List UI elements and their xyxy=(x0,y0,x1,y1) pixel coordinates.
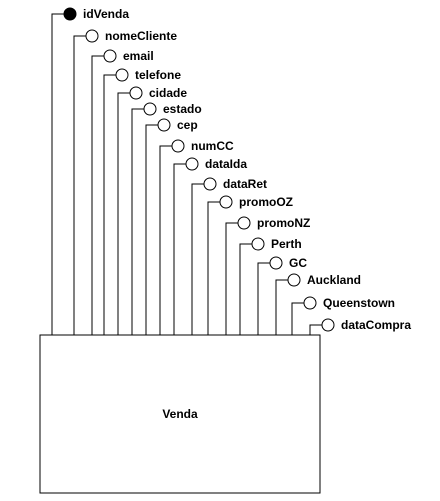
attribute-label-promo-oz: promoOZ xyxy=(239,195,293,209)
attribute-marker-cidade xyxy=(129,86,143,100)
attribute-label-id-venda: idVenda xyxy=(83,7,129,21)
attribute-label-gc: GC xyxy=(289,256,307,270)
attribute-marker-data-compra xyxy=(321,318,335,332)
attribute-label-cidade: cidade xyxy=(149,86,187,100)
attribute-marker-estado xyxy=(143,102,157,116)
connector-telefone xyxy=(103,74,116,335)
attribute-label-auckland: Auckland xyxy=(307,273,361,287)
attribute-label-data-compra: dataCompra xyxy=(341,318,411,332)
attribute-marker-cep xyxy=(157,118,171,132)
attribute-label-data-ida: dataIda xyxy=(205,157,247,171)
key-attribute-marker-id-venda xyxy=(63,7,77,21)
connector-email xyxy=(91,55,104,335)
entity-name: Venda xyxy=(162,407,198,421)
attribute-label-queenstown: Queenstown xyxy=(323,296,395,310)
connector-data-compra xyxy=(309,324,322,335)
connector-cep xyxy=(145,124,158,335)
connector-num-cc xyxy=(159,145,172,335)
connector-estado xyxy=(131,108,144,335)
connector-auckland xyxy=(275,279,288,335)
entity-box xyxy=(39,334,321,494)
attribute-label-num-cc: numCC xyxy=(191,139,234,153)
connector-promo-oz xyxy=(207,201,220,335)
connector-queenstown xyxy=(291,302,304,335)
connector-nome-cliente xyxy=(73,35,86,335)
attribute-label-cep: cep xyxy=(177,118,198,132)
attribute-marker-num-cc xyxy=(171,139,185,153)
attribute-marker-auckland xyxy=(287,273,301,287)
connector-gc xyxy=(257,262,270,335)
connector-cidade xyxy=(117,92,130,335)
connector-data-ida xyxy=(173,163,186,335)
attribute-marker-promo-nz xyxy=(237,216,251,230)
connector-perth xyxy=(239,243,252,335)
connector-data-ret xyxy=(191,183,204,335)
attribute-marker-data-ret xyxy=(203,177,217,191)
attribute-marker-perth xyxy=(251,237,265,251)
attribute-label-estado: estado xyxy=(163,102,202,116)
connector-promo-nz xyxy=(225,222,238,335)
attribute-label-data-ret: dataRet xyxy=(223,177,267,191)
attribute-connectors xyxy=(51,13,322,335)
attribute-marker-gc xyxy=(269,256,283,270)
attribute-label-perth: Perth xyxy=(271,237,302,251)
attribute-marker-email xyxy=(103,49,117,63)
attribute-marker-telefone xyxy=(115,68,129,82)
attribute-label-nome-cliente: nomeCliente xyxy=(105,29,177,43)
attribute-marker-data-ida xyxy=(185,157,199,171)
attribute-label-telefone: telefone xyxy=(135,68,181,82)
attribute-marker-nome-cliente xyxy=(85,29,99,43)
attribute-marker-queenstown xyxy=(303,296,317,310)
attribute-label-email: email xyxy=(123,49,154,63)
attribute-list: idVenda nomeCliente email telefone cidade est… xyxy=(63,7,411,332)
attribute-label-promo-nz: promoNZ xyxy=(257,216,310,230)
connector-id-venda xyxy=(51,13,64,335)
attribute-marker-promo-oz xyxy=(219,195,233,209)
